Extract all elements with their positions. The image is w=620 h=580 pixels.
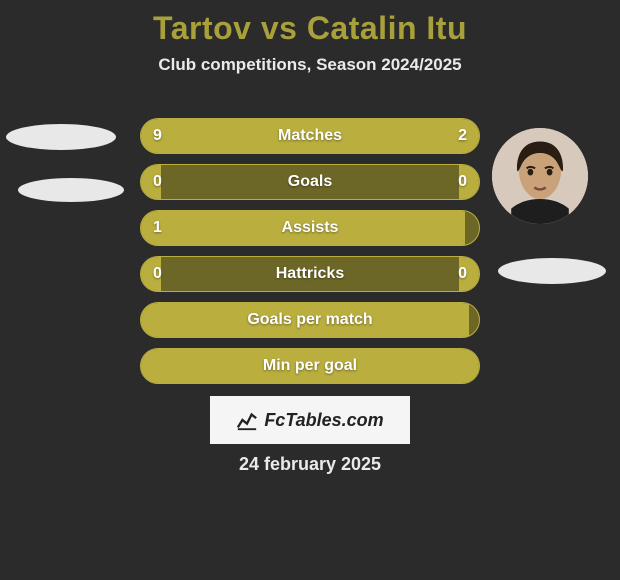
stat-label: Min per goal (141, 349, 479, 383)
stat-row: Assists1 (140, 210, 480, 246)
stat-row: Matches9 2 (140, 118, 480, 154)
watermark: FcTables.com (210, 396, 410, 444)
player-right-name: Catalin Itu (307, 10, 467, 46)
player-right-shadow (498, 258, 606, 284)
stat-label: Hattricks (141, 257, 479, 291)
stat-row: Goals per match (140, 302, 480, 338)
player-right-avatar (492, 128, 588, 224)
stat-value-left: 9 (141, 119, 174, 153)
stat-label: Assists (141, 211, 479, 245)
watermark-text: FcTables.com (264, 410, 383, 431)
stat-row: Min per goal (140, 348, 480, 384)
face-icon (492, 128, 588, 224)
stat-label: Matches (141, 119, 479, 153)
stat-value-left: 1 (141, 211, 174, 245)
stat-value-left: 0 (141, 257, 174, 291)
stat-label: Goals (141, 165, 479, 199)
stat-row: Hattricks0 0 (140, 256, 480, 292)
stat-value-right: 0 (446, 257, 479, 291)
date-text: 24 february 2025 (0, 454, 620, 475)
page-title: Tartov vs Catalin Itu (0, 0, 620, 47)
comparison-chart: Matches92Goals00Assists1Hattricks00Goals… (140, 118, 480, 394)
stat-label: Goals per match (141, 303, 479, 337)
stat-row: Goals0 0 (140, 164, 480, 200)
stat-value-left: 0 (141, 165, 174, 199)
player-left-placeholder (6, 124, 116, 150)
player-left-name: Tartov (153, 10, 251, 46)
stat-value-right: 2 (446, 119, 479, 153)
chart-icon (236, 409, 258, 431)
player-left-placeholder (18, 178, 124, 202)
vs-separator: vs (251, 10, 306, 46)
page-subtitle: Club competitions, Season 2024/2025 (0, 55, 620, 75)
stat-value-right: 0 (446, 165, 479, 199)
